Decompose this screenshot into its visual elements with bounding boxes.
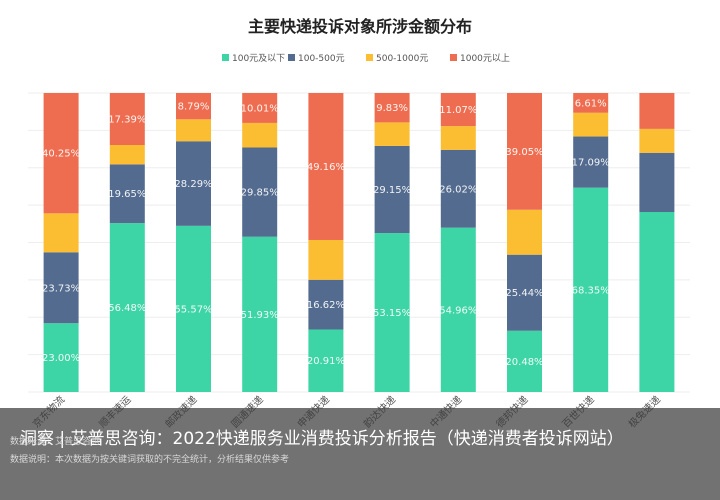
data-label: 40.25% bbox=[42, 149, 80, 160]
bar-segment bbox=[374, 93, 410, 123]
data-label: 16.62% bbox=[307, 300, 345, 311]
bar-segment bbox=[440, 126, 476, 150]
bar-segment bbox=[308, 93, 344, 240]
data-label: 55.57% bbox=[174, 304, 212, 315]
caption-banner: 洞察 | 艾普思咨询：2022快递服务业消费投诉分析报告（快递消费者投诉网站） bbox=[0, 408, 720, 500]
bar-segment bbox=[308, 239, 344, 280]
bar-segment bbox=[374, 145, 410, 234]
bar-segment bbox=[176, 119, 211, 142]
bar-segment bbox=[507, 93, 542, 210]
bar-segment bbox=[43, 213, 79, 253]
bar-segment bbox=[242, 236, 278, 392]
legend-label: 100元及以下 bbox=[232, 53, 285, 64]
legend-swatch bbox=[222, 54, 229, 61]
data-label: 17.09% bbox=[572, 158, 610, 169]
bar-segment bbox=[639, 93, 675, 129]
bar-segment bbox=[109, 223, 145, 392]
data-label: 17.39% bbox=[108, 114, 146, 125]
data-label: 29.85% bbox=[241, 188, 279, 199]
bar-segment bbox=[109, 144, 145, 165]
data-label: 39.05% bbox=[505, 147, 543, 158]
data-label: 26.02% bbox=[439, 184, 477, 195]
bar-segment bbox=[507, 330, 542, 392]
legend-swatch bbox=[366, 54, 373, 61]
bar-segment bbox=[308, 329, 344, 392]
bar-segment bbox=[374, 122, 410, 146]
bar-segment bbox=[639, 212, 675, 392]
bar-segment bbox=[573, 136, 609, 188]
bar-segment bbox=[440, 149, 476, 228]
data-label: 23.00% bbox=[42, 353, 80, 364]
data-label: 6.61% bbox=[575, 98, 607, 109]
data-source-note: 数据来源：艾普思咨询 bbox=[10, 437, 101, 447]
data-label: 20.91% bbox=[307, 356, 345, 367]
data-label: 53.15% bbox=[373, 308, 411, 319]
legend-swatch bbox=[288, 54, 295, 61]
bar-segment bbox=[242, 122, 278, 148]
data-label: 25.44% bbox=[505, 288, 543, 299]
bar-segment bbox=[176, 141, 211, 226]
bar-segment bbox=[176, 225, 211, 392]
bar-segment bbox=[507, 254, 542, 331]
data-label: 23.73% bbox=[42, 283, 80, 294]
data-label: 20.48% bbox=[505, 357, 543, 368]
bar-segment bbox=[176, 93, 211, 120]
legend-label: 500-1000元 bbox=[376, 54, 428, 64]
data-label: 49.16% bbox=[307, 162, 345, 173]
chart-legend: 100元及以下 100-500元 500-1000元 1000元以上 bbox=[222, 53, 510, 64]
bar-segment bbox=[573, 112, 609, 137]
bar-segment bbox=[507, 209, 542, 255]
bar-segment bbox=[242, 93, 278, 123]
bar-segment bbox=[440, 227, 476, 392]
bar-segment bbox=[43, 252, 79, 324]
bar-segment bbox=[43, 323, 79, 392]
data-label: 28.29% bbox=[174, 179, 212, 190]
data-label: 29.15% bbox=[373, 185, 411, 196]
legend-label: 1000元以上 bbox=[460, 53, 510, 64]
bar-segment bbox=[639, 152, 675, 213]
data-label: 8.79% bbox=[178, 102, 210, 113]
bar-segment bbox=[374, 233, 410, 392]
bar-segment bbox=[573, 187, 609, 392]
bar-segment bbox=[639, 128, 675, 153]
legend-label: 100-500元 bbox=[298, 54, 345, 64]
bar-segment bbox=[440, 93, 476, 127]
data-label: 51.93% bbox=[241, 310, 279, 321]
bar-segment bbox=[109, 164, 145, 224]
data-label: 68.35% bbox=[572, 285, 610, 296]
legend-swatch bbox=[450, 54, 457, 61]
bar-segment bbox=[573, 93, 609, 113]
bar-segment bbox=[109, 93, 145, 145]
chart-title: 主要快递投诉对象所涉金额分布 bbox=[248, 17, 472, 36]
caption-text: 洞察 | 艾普思咨询：2022快递服务业消费投诉分析报告（快递消费者投诉网站） bbox=[20, 429, 624, 449]
bar-segment bbox=[308, 279, 344, 330]
data-label: 19.65% bbox=[108, 189, 146, 200]
data-label: 54.96% bbox=[439, 305, 477, 316]
data-label: 9.83% bbox=[376, 103, 408, 114]
data-description-note: 数据说明：本次数据为按关键词获取的不完全统计，分析结果仅供参考 bbox=[10, 455, 290, 465]
bar-segment bbox=[242, 147, 278, 237]
bar-segment bbox=[43, 93, 79, 214]
data-label: 11.07% bbox=[439, 105, 477, 116]
data-label: 10.01% bbox=[241, 103, 279, 114]
data-label: 56.48% bbox=[108, 303, 146, 314]
bars: 23.00% 23.73% 40.25% 56.48% 19.65% 17.39% 55.5… bbox=[42, 93, 675, 392]
